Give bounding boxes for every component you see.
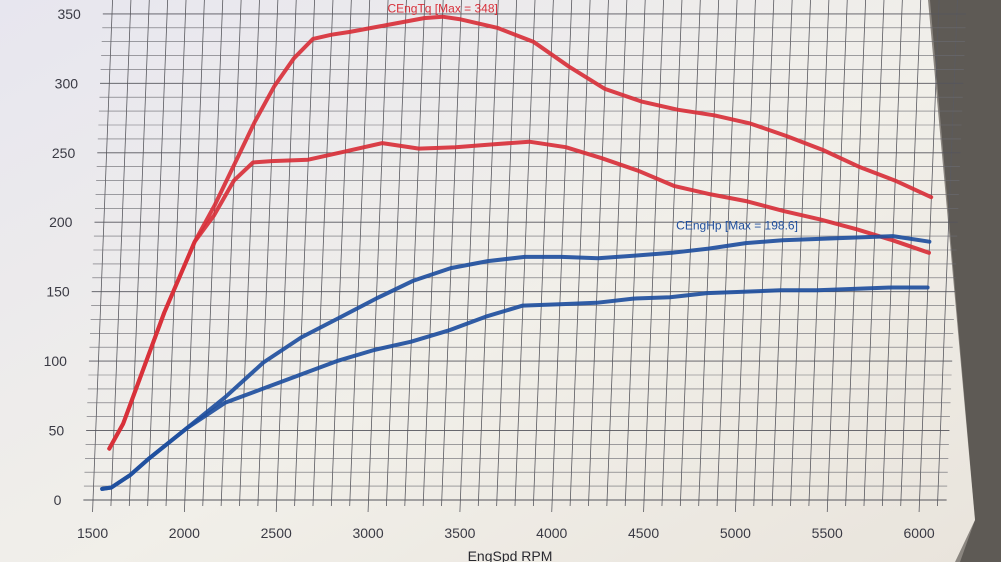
grid-line-v: [881, 0, 903, 507]
y-tick-label: 100: [44, 353, 68, 369]
x-tick-label: 5500: [812, 525, 843, 541]
grid-line-v: [624, 0, 646, 507]
grid-line-v: [275, 0, 297, 513]
grid-line-v: [845, 0, 867, 507]
grid-line-v: [441, 0, 462, 507]
x-axis-title: EngSpd RPM: [468, 548, 553, 562]
grid-line-v: [367, 0, 389, 513]
y-tick-label: 300: [55, 75, 79, 91]
x-tick-label: 4000: [536, 525, 567, 541]
grid-line-v: [477, 0, 499, 507]
grid-line-v: [698, 0, 720, 507]
x-tick-label: 5000: [720, 525, 751, 541]
series-line-1: [107, 14, 934, 451]
grid-line-v: [165, 0, 187, 507]
grid-line-v: [937, 0, 958, 507]
grid-line-v: [753, 0, 775, 507]
y-tick-label: 0: [54, 492, 62, 508]
x-tick-label: 4500: [628, 525, 659, 541]
grid-line-v: [606, 0, 628, 507]
x-tick-label: 1500: [77, 525, 108, 541]
y-tick-label: 50: [49, 423, 65, 439]
grid-line-v: [330, 0, 352, 507]
grid-line-v: [790, 0, 811, 507]
grid-line-v: [128, 0, 150, 507]
grid-line-v: [588, 0, 609, 507]
grid-line-v: [771, 0, 793, 507]
x-tick-label: 3000: [352, 525, 383, 541]
series-label-3: CEngHp [Max = 198.6]: [676, 218, 798, 232]
grid-line-v: [92, 0, 113, 513]
series-label-1: CEngTq [Max = 348]: [387, 2, 497, 16]
x-tick-label: 6000: [904, 525, 935, 541]
x-tick-label: 3500: [444, 525, 475, 541]
grid-line-v: [422, 0, 444, 507]
y-tick-label: 150: [46, 284, 70, 300]
series-line-4: [100, 285, 930, 491]
grid-line-v: [110, 0, 132, 507]
grid-line-v: [496, 0, 518, 507]
grid-line-v: [386, 0, 407, 507]
x-tick-label: 2500: [261, 525, 292, 541]
grid-line-v: [349, 0, 371, 507]
grid-line-v: [900, 0, 922, 507]
grid-line-v: [679, 0, 701, 507]
grid-line-v: [735, 0, 756, 513]
labels-group: 1500 2000 2500 3000 3500 4000 4500 5000 5500 6000…: [44, 2, 935, 541]
grid-line-v: [459, 0, 481, 513]
grid-line-v: [863, 0, 885, 507]
series-group: [100, 14, 934, 491]
grid-line-v: [514, 0, 536, 507]
x-tick-label: 2000: [169, 525, 200, 541]
grid-line-v: [716, 0, 738, 507]
grid-line-v: [569, 0, 591, 507]
y-tick-label: 350: [57, 6, 81, 22]
grid-line-v: [202, 0, 224, 507]
grid-line-v: [826, 0, 848, 513]
grid-line-v: [220, 0, 242, 507]
grid-line-v: [918, 0, 940, 513]
paper-shadow: [930, 0, 1001, 562]
y-tick-label: 200: [49, 214, 73, 230]
grid-line-v: [147, 0, 169, 507]
grid-line-v: [808, 0, 830, 507]
grid-line-v: [239, 0, 260, 507]
grid-line-v: [294, 0, 315, 507]
grid-line-v: [404, 0, 426, 507]
grid-line-v: [532, 0, 554, 507]
y-tick-label: 250: [52, 145, 76, 161]
series-line-2: [107, 139, 931, 451]
grid-line-v: [312, 0, 334, 507]
